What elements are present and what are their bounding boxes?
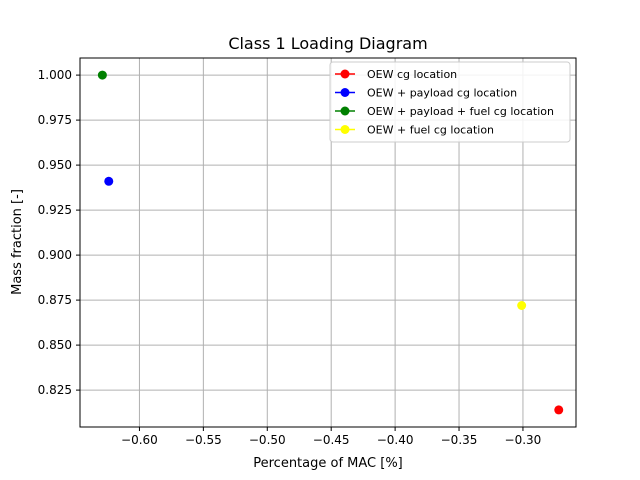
legend-box: [329, 61, 571, 143]
legend: OEW cg location OEW + payload cg location…: [329, 61, 571, 143]
plot-frame: [79, 57, 577, 428]
y-tick-label: 0.825: [38, 383, 72, 397]
x-tick-label: −0.35: [441, 433, 478, 447]
y-tick-label: 0.875: [38, 293, 72, 307]
x-tick-label: −0.55: [185, 433, 222, 447]
y-tick-label: 1.000: [38, 68, 72, 82]
x-axis-ticks: −0.60 −0.55 −0.50 −0.45 −0.40 −0.35 −0.30: [121, 427, 541, 447]
data-points: [97, 70, 564, 415]
legend-marker: [340, 106, 350, 116]
data-point-series-3: [517, 301, 527, 310]
y-tick-label: 0.925: [38, 203, 72, 217]
y-axis-ticks: 0.825 0.850 0.875 0.900 0.925 0.950 0.975 1.000: [38, 68, 80, 397]
legend-marker: [340, 88, 350, 97]
x-tick-label: −0.45: [313, 433, 350, 447]
y-axis-label: Mass fraction [-]: [10, 189, 25, 295]
y-tick-label: 0.850: [38, 338, 72, 352]
y-tick-label: 0.900: [38, 248, 72, 262]
legend-label: OEW + payload cg location: [367, 87, 517, 100]
x-tick-label: −0.40: [377, 433, 414, 447]
legend-entries: OEW cg location OEW + payload cg location…: [335, 68, 554, 137]
y-tick-label: 0.950: [38, 158, 72, 172]
x-axis-label: Percentage of MAC [%]: [253, 456, 403, 471]
x-tick-label: −0.30: [505, 433, 542, 447]
data-point-series-1: [104, 176, 114, 186]
legend-marker: [340, 125, 350, 134]
legend-label: OEW + fuel cg location: [367, 124, 494, 137]
grid: [80, 58, 576, 427]
legend-label: OEW + payload + fuel cg location: [367, 105, 554, 118]
data-point-series-2: [97, 70, 107, 80]
x-tick-label: −0.50: [249, 433, 286, 447]
legend-label: OEW cg location: [367, 68, 457, 81]
chart-title: Class 1 Loading Diagram: [228, 34, 427, 53]
data-point-series-0: [554, 405, 564, 415]
x-tick-label: −0.60: [121, 433, 158, 447]
y-tick-label: 0.975: [38, 113, 72, 127]
legend-marker: [340, 69, 350, 79]
